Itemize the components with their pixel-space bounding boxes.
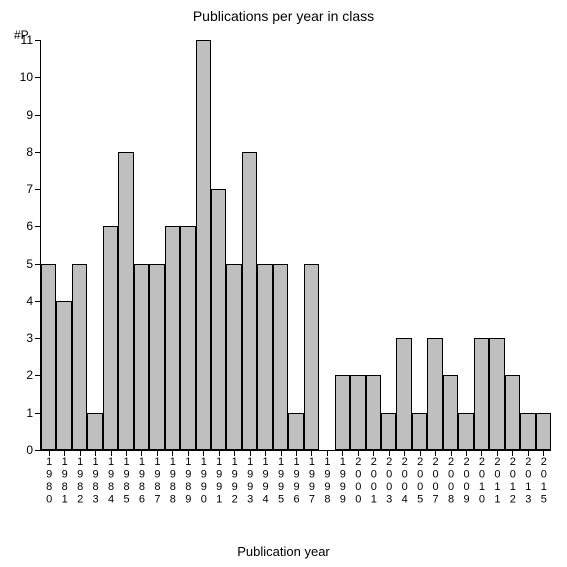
bar <box>366 375 381 450</box>
x-tick-label: 2003 <box>383 456 394 506</box>
x-tick-label: 2015 <box>538 456 549 506</box>
bar <box>103 226 118 450</box>
x-tick-label: 1989 <box>182 456 193 506</box>
bar <box>536 413 551 450</box>
x-tick-label: 1994 <box>260 456 271 506</box>
bar <box>242 152 257 450</box>
x-tick-label: 2012 <box>507 456 518 506</box>
x-tick-label: 1993 <box>244 456 255 506</box>
y-tick-label: 7 <box>26 182 33 196</box>
bar <box>288 413 303 450</box>
y-tick <box>35 226 41 227</box>
bar <box>520 413 535 450</box>
x-tick-label: 1985 <box>121 456 132 506</box>
bar <box>505 375 520 450</box>
chart-container: Publications per year in class #P 012345… <box>0 0 567 567</box>
x-tick-label: 1998 <box>321 456 332 506</box>
y-tick-label: 6 <box>26 219 33 233</box>
bar <box>134 264 149 450</box>
x-tick-label: 2000 <box>352 456 363 506</box>
x-tick-label: 2009 <box>461 456 472 506</box>
bar <box>412 413 427 450</box>
y-tick-label: 3 <box>26 331 33 345</box>
bar <box>257 264 272 450</box>
y-tick <box>35 77 41 78</box>
bar <box>396 338 411 450</box>
x-tick-label: 1999 <box>337 456 348 506</box>
y-tick <box>35 450 41 451</box>
bar <box>350 375 365 450</box>
x-tick-label: 1997 <box>306 456 317 506</box>
bar <box>56 301 71 450</box>
bar <box>458 413 473 450</box>
x-tick-label: 1981 <box>59 456 70 506</box>
bar <box>72 264 87 450</box>
x-tick-label: 2004 <box>399 456 410 506</box>
y-tick-label: 8 <box>26 145 33 159</box>
x-axis-label: Publication year <box>0 544 567 559</box>
bar <box>196 40 211 450</box>
bar <box>165 226 180 450</box>
y-tick-label: 4 <box>26 294 33 308</box>
y-tick-label: 0 <box>26 443 33 457</box>
x-tick-label: 2007 <box>430 456 441 506</box>
y-tick-label: 5 <box>26 257 33 271</box>
plot-area: 0123456789101119801981198219831984198519… <box>40 40 551 451</box>
bar <box>87 413 102 450</box>
x-tick-label: 2011 <box>491 456 502 506</box>
x-tick-label: 2001 <box>368 456 379 506</box>
bar <box>304 264 319 450</box>
x-tick-label: 2005 <box>414 456 425 506</box>
x-tick-label: 1988 <box>167 456 178 506</box>
bar <box>118 152 133 450</box>
x-tick-label: 1996 <box>291 456 302 506</box>
bar <box>427 338 442 450</box>
x-tick-label: 2008 <box>445 456 456 506</box>
chart-title: Publications per year in class <box>0 8 567 24</box>
bar <box>180 226 195 450</box>
x-tick-label: 1995 <box>275 456 286 506</box>
x-tick-label: 1986 <box>136 456 147 506</box>
bar <box>443 375 458 450</box>
y-tick-label: 1 <box>26 406 33 420</box>
y-tick <box>35 115 41 116</box>
x-tick-label: 1992 <box>229 456 240 506</box>
bar <box>149 264 164 450</box>
bar <box>211 189 226 450</box>
y-tick-label: 11 <box>21 33 33 47</box>
x-tick-label: 1984 <box>105 456 116 506</box>
bar <box>273 264 288 450</box>
x-tick-label: 1980 <box>43 456 54 506</box>
x-tick-label: 2010 <box>476 456 487 506</box>
bar <box>381 413 396 450</box>
y-tick-label: 2 <box>26 368 33 382</box>
x-tick-label: 1987 <box>151 456 162 506</box>
y-tick <box>35 152 41 153</box>
x-tick-label: 1990 <box>198 456 209 506</box>
x-tick-label: 1982 <box>74 456 85 506</box>
bar <box>474 338 489 450</box>
bar <box>335 375 350 450</box>
bar <box>226 264 241 450</box>
x-tick-label: 1991 <box>213 456 224 506</box>
bar <box>41 264 56 450</box>
x-tick-label: 1983 <box>90 456 101 506</box>
y-tick-label: 9 <box>26 108 33 122</box>
x-tick-label: 2013 <box>522 456 533 506</box>
y-tick <box>35 189 41 190</box>
y-tick-label: 10 <box>20 70 33 84</box>
y-tick <box>35 40 41 41</box>
bar <box>489 338 504 450</box>
